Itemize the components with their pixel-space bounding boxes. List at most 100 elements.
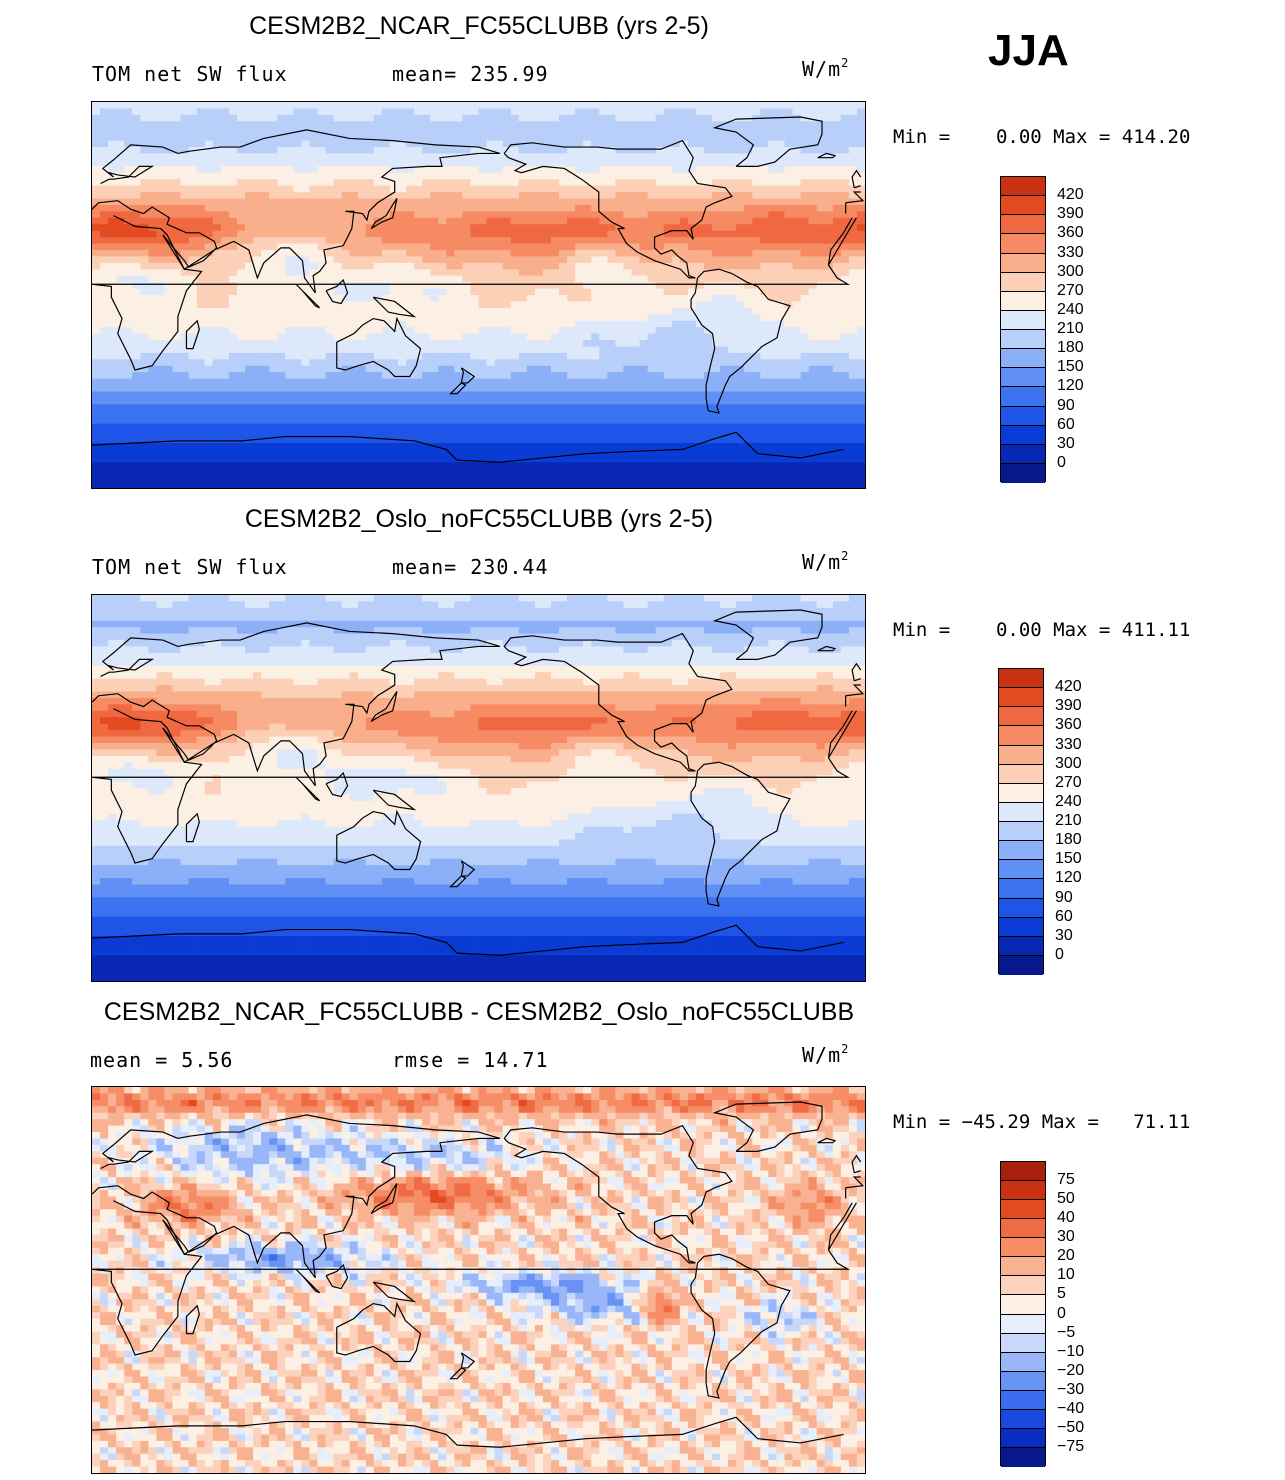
map-cell (542, 340, 552, 348)
map-cell (317, 404, 327, 412)
map-cell (615, 378, 625, 386)
map-cell (760, 423, 769, 431)
map-cell (647, 108, 657, 116)
map-cell (824, 275, 834, 283)
map-cell (462, 352, 472, 360)
map-cell (623, 192, 633, 200)
map-cell (744, 385, 753, 393)
map-cell (341, 185, 351, 193)
map-cell (301, 320, 311, 328)
map-cell (446, 114, 455, 122)
map-cell (583, 204, 592, 212)
map-cell (567, 295, 576, 303)
map-cell (784, 327, 794, 335)
map-cell (389, 295, 399, 303)
map-cell (728, 198, 737, 206)
map-cell (776, 423, 786, 431)
map-cell (373, 192, 383, 200)
map-cell (108, 159, 117, 167)
map-cell (599, 404, 608, 412)
map-cell (623, 327, 633, 335)
map-cell (502, 211, 512, 219)
map-cell (526, 320, 536, 328)
map-cell (542, 179, 552, 187)
map-cell (486, 397, 496, 405)
map-cell (567, 185, 576, 193)
map-cell (671, 346, 681, 354)
map-cell (277, 243, 286, 251)
map-cell (285, 372, 294, 380)
map-cell (534, 307, 544, 315)
map-cell (148, 211, 158, 219)
map-cell (615, 166, 625, 174)
map-cell (526, 134, 536, 142)
map-cell (236, 256, 246, 264)
map-cell (502, 269, 512, 277)
map-cell (132, 410, 141, 418)
map-cell (510, 346, 520, 354)
map-cell (188, 269, 198, 277)
map-cell (559, 385, 568, 393)
map-cell (430, 320, 439, 328)
map-cell (639, 320, 649, 328)
map-cell (422, 314, 431, 322)
map-cell (478, 307, 488, 315)
map-cell (591, 410, 600, 418)
map-cell (687, 121, 697, 129)
map-cell (188, 288, 198, 296)
map-cell (808, 372, 818, 380)
map-cell (832, 269, 842, 277)
map-cell (728, 314, 737, 322)
map-cell (824, 166, 834, 174)
map-cell (712, 108, 721, 116)
map-cell (430, 423, 439, 431)
map-cell (542, 127, 552, 135)
map-cell (760, 134, 769, 142)
map-cell (261, 192, 270, 200)
map-cell (631, 134, 641, 142)
map-cell (414, 410, 423, 418)
map-cell (534, 314, 544, 322)
map-cell (269, 172, 278, 180)
map-cell (116, 404, 125, 412)
map-cell (567, 307, 576, 315)
map-cell (591, 217, 600, 225)
map-cell (510, 102, 520, 110)
map-cell (381, 359, 391, 367)
map-cell (285, 275, 294, 283)
map-cell (599, 385, 608, 393)
map-cell (856, 172, 865, 180)
map-cell (124, 237, 133, 245)
map-cell (349, 166, 359, 174)
map-cell (679, 417, 689, 425)
map-cell (116, 224, 125, 232)
map-cell (414, 147, 423, 155)
map-cell (430, 314, 439, 322)
map-cell (212, 224, 222, 232)
map-cell (261, 256, 270, 264)
map-cell (534, 288, 544, 296)
map-cell (470, 198, 480, 206)
map-cell (373, 262, 383, 270)
map-cell (277, 172, 286, 180)
map-cell (269, 295, 278, 303)
map-cell (454, 230, 463, 238)
map-cell (599, 249, 608, 257)
map-cell (389, 404, 399, 412)
map-cell (116, 340, 125, 348)
map-cell (357, 346, 367, 354)
map-cell (639, 237, 649, 245)
map-cell (204, 301, 214, 309)
map-cell (550, 217, 560, 225)
map-cell (768, 237, 778, 245)
map-cell (832, 185, 842, 193)
map-cell (695, 224, 705, 232)
map-cell (768, 172, 778, 180)
map-cell (414, 114, 423, 122)
map-cell (309, 340, 319, 348)
map-cell (728, 275, 737, 283)
map-cell (808, 430, 818, 438)
map-cell (575, 391, 584, 399)
map-cell (470, 140, 480, 148)
map-cell (832, 372, 842, 380)
